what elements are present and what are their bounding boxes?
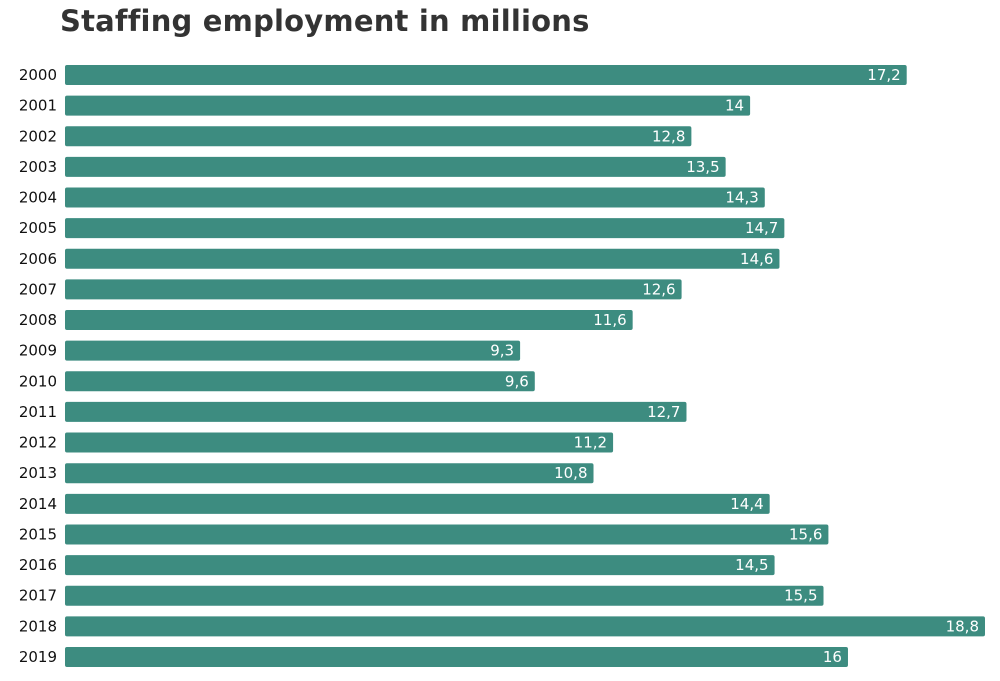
y-tick-label: 2002 — [19, 127, 57, 145]
bar — [65, 646, 848, 667]
y-tick-label: 2007 — [19, 280, 57, 298]
y-tick-label: 2000 — [19, 66, 57, 84]
data-label: 15,5 — [784, 587, 817, 605]
y-tick-label: 2004 — [19, 189, 57, 207]
data-label: 14,7 — [745, 219, 778, 237]
data-label: 13,5 — [686, 158, 719, 176]
data-label: 9,3 — [490, 342, 514, 360]
bar — [65, 279, 682, 300]
data-label: 15,6 — [789, 525, 822, 543]
y-tick-label: 2006 — [19, 250, 57, 268]
bar — [65, 340, 521, 361]
y-tick-label: 2014 — [19, 495, 57, 513]
bar — [65, 126, 692, 147]
bar-row-2019: 2019 16 — [19, 646, 848, 667]
bar-row-2012: 2012 11,2 — [19, 432, 614, 453]
y-tick-label: 2010 — [19, 372, 57, 390]
bar — [65, 156, 726, 177]
y-tick-label: 2017 — [19, 587, 57, 605]
bar-row-2002: 2002 12,8 — [19, 126, 692, 147]
data-label: 12,8 — [652, 127, 685, 145]
bar — [65, 616, 985, 637]
bar — [65, 493, 770, 514]
bar-row-2007: 2007 12,6 — [19, 279, 682, 300]
y-tick-label: 2012 — [19, 434, 57, 452]
data-label: 12,6 — [642, 280, 675, 298]
bar — [65, 463, 594, 484]
bar — [65, 432, 614, 453]
y-tick-label: 2016 — [19, 556, 57, 574]
bar — [65, 310, 633, 331]
data-label: 11,6 — [593, 311, 626, 329]
data-label: 11,2 — [574, 434, 607, 452]
bar — [65, 187, 765, 208]
y-tick-label: 2003 — [19, 158, 57, 176]
bar — [65, 524, 829, 545]
bar-row-2018: 2018 18,8 — [19, 616, 985, 637]
y-tick-label: 2018 — [19, 617, 57, 635]
bar-row-2011: 2011 12,7 — [19, 401, 687, 422]
y-tick-label: 2013 — [19, 464, 57, 482]
bar — [65, 585, 824, 606]
bar — [65, 218, 785, 239]
data-label: 14,5 — [735, 556, 768, 574]
y-tick-label: 2001 — [19, 97, 57, 115]
bar-row-2013: 2013 10,8 — [19, 463, 594, 484]
data-label: 14,3 — [725, 189, 758, 207]
y-tick-label: 2019 — [19, 648, 57, 666]
bar-row-2005: 2005 14,7 — [19, 218, 785, 239]
y-tick-label: 2008 — [19, 311, 57, 329]
bar-row-2006: 2006 14,6 — [19, 248, 780, 269]
y-tick-label: 2005 — [19, 219, 57, 237]
bar — [65, 371, 535, 392]
bar-row-2004: 2004 14,3 — [19, 187, 765, 208]
bar-row-2015: 2015 15,6 — [19, 524, 829, 545]
bar-row-2008: 2008 11,6 — [19, 310, 633, 331]
data-label: 16 — [823, 648, 842, 666]
data-label: 12,7 — [647, 403, 680, 421]
data-label: 18,8 — [946, 617, 979, 635]
bar — [65, 95, 751, 116]
bar-row-2017: 2017 15,5 — [19, 585, 824, 606]
data-label: 14,6 — [740, 250, 773, 268]
data-label: 14 — [725, 97, 744, 115]
data-label: 9,6 — [505, 372, 529, 390]
y-tick-label: 2011 — [19, 403, 57, 421]
bar-row-2014: 2014 14,4 — [19, 493, 770, 514]
bar-row-2016: 2016 14,5 — [19, 555, 775, 576]
chart-title: Staffing employment in millions — [60, 4, 590, 38]
bar — [65, 65, 907, 85]
bar — [65, 248, 780, 269]
bar-row-2001: 2001 14 — [19, 95, 751, 116]
bar-row-2010: 2010 9,6 — [19, 371, 535, 392]
bar — [65, 401, 687, 422]
bar-row-2003: 2003 13,5 — [19, 156, 726, 177]
y-tick-label: 2015 — [19, 525, 57, 543]
data-label: 14,4 — [730, 495, 763, 513]
bar-row-2009: 2009 9,3 — [19, 340, 521, 361]
y-tick-label: 2009 — [19, 342, 57, 360]
data-label: 10,8 — [554, 464, 587, 482]
bar — [65, 555, 775, 576]
data-label: 17,2 — [867, 66, 900, 84]
bar-row-2000: 2000 17,2 — [19, 65, 907, 85]
